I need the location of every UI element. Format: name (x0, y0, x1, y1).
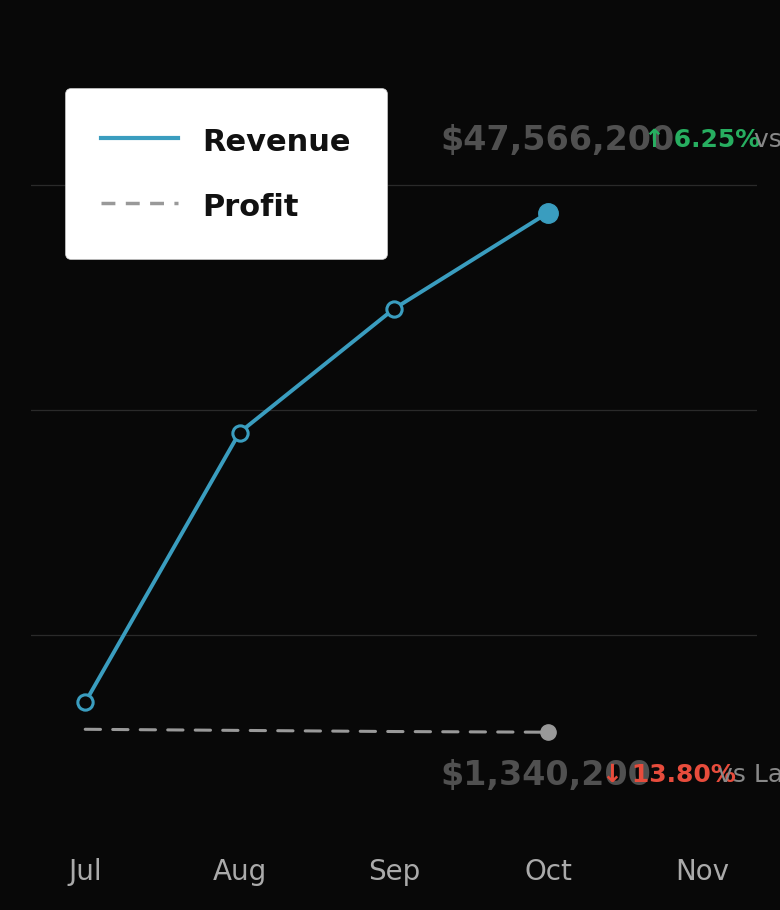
Text: ↓ 13.80%: ↓ 13.80% (602, 763, 736, 787)
Text: $47,566,200: $47,566,200 (440, 124, 675, 157)
Text: ↑ 6.25%: ↑ 6.25% (644, 128, 760, 152)
Legend: Revenue, Profit: Revenue, Profit (65, 88, 388, 259)
Text: vs Last Year: vs Last Year (711, 763, 780, 787)
Text: $1,340,200: $1,340,200 (440, 759, 651, 792)
Text: vs Last Year: vs Last Year (746, 128, 780, 152)
